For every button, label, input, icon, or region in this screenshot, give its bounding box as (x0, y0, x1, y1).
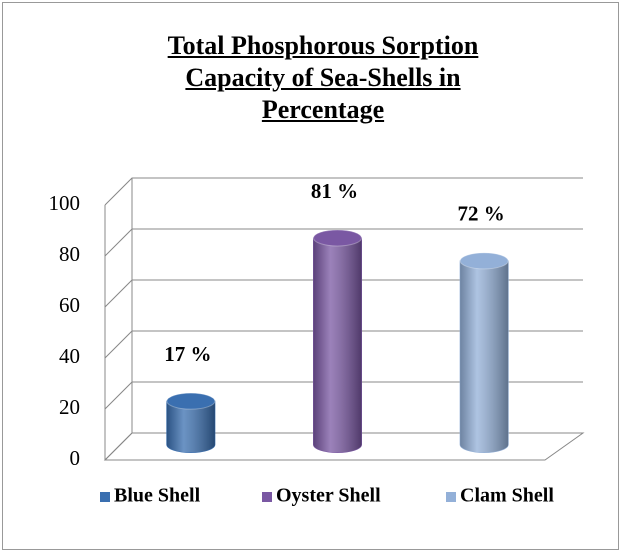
bar-shade (313, 237, 362, 453)
value-label: 81 % (311, 179, 358, 203)
legend-swatch (446, 492, 456, 502)
y-tick-label: 0 (70, 446, 81, 470)
value-label: 72 % (458, 202, 505, 226)
y-tick-label: 60 (59, 293, 80, 317)
legend-swatch (100, 492, 110, 502)
grid-line (104, 381, 583, 410)
legend-swatch (262, 492, 272, 502)
bar-cap (166, 392, 216, 410)
grid-line (104, 432, 583, 461)
value-label: 17 % (164, 342, 211, 366)
legend-label: Oyster Shell (276, 485, 381, 507)
grid-line (104, 279, 583, 308)
bar-shade (460, 260, 509, 453)
bar-cap (459, 252, 509, 270)
y-tick-label: 100 (49, 191, 81, 215)
grid-line (104, 330, 583, 359)
chart-frame (2, 2, 619, 550)
legend-label: Blue Shell (114, 485, 201, 507)
y-tick-label: 40 (59, 344, 80, 368)
legend-label: Clam Shell (460, 485, 554, 507)
y-tick-label: 80 (59, 242, 80, 266)
chart-title: Total Phosphorous Sorption Capacity of S… (167, 31, 479, 124)
grid-line (104, 228, 583, 257)
grid-line (104, 177, 583, 206)
y-tick-label: 20 (59, 395, 80, 419)
bar-shade (166, 401, 215, 453)
bar-cap (313, 229, 362, 247)
